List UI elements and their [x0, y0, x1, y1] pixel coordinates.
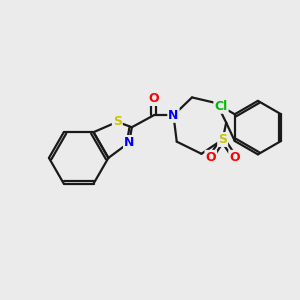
Text: Cl: Cl — [214, 100, 228, 113]
Text: N: N — [124, 136, 134, 149]
Text: S: S — [113, 116, 122, 128]
Text: N: N — [168, 109, 178, 122]
Text: S: S — [218, 133, 227, 146]
Text: O: O — [206, 151, 216, 164]
Text: O: O — [148, 92, 159, 105]
Text: O: O — [229, 151, 240, 164]
